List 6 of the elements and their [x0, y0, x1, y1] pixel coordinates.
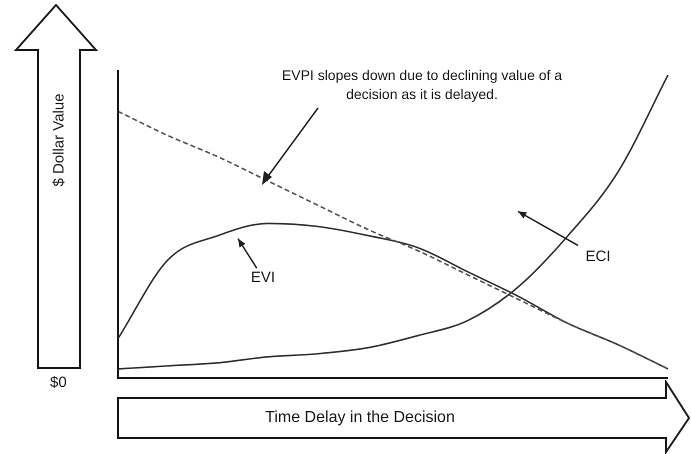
series-label: ECI: [585, 248, 611, 265]
x-axis-title: Time Delay in the Decision: [265, 409, 455, 427]
text: $0: [50, 374, 67, 391]
annotation: EVPI slopes down due to declining value of a decision as it is delayed.: [280, 66, 564, 104]
y-axis-title: $ Dollar Value: [50, 93, 68, 187]
text: EVI: [250, 269, 276, 286]
